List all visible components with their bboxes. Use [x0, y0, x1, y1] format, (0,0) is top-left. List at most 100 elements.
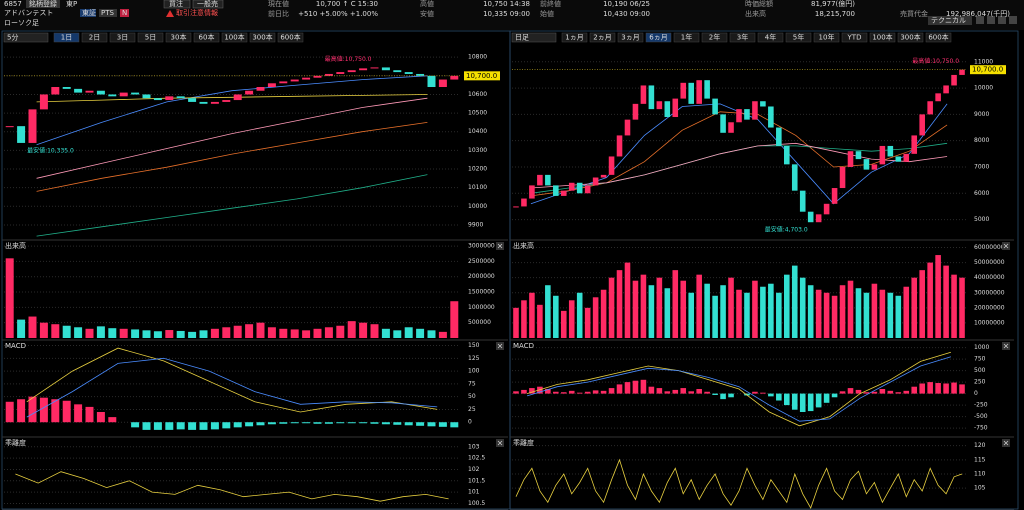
macd-bar [863, 392, 870, 394]
exchange-tab[interactable] [120, 9, 129, 17]
macd-bar [521, 389, 527, 394]
volume-bar [784, 274, 790, 338]
range-tab[interactable] [701, 32, 728, 43]
range-tab-label[interactable]: 6ヵ月 [649, 34, 667, 42]
period[interactable]: 5分 [7, 33, 18, 42]
range-tab-label[interactable]: 3ヵ月 [621, 34, 639, 42]
exchange-tab[interactable] [80, 9, 96, 17]
range-tab-label[interactable]: 100本 [872, 33, 892, 42]
range-tab-label[interactable]: 60本 [199, 33, 215, 42]
range-tab[interactable] [897, 32, 924, 43]
range-tab-label[interactable]: 30本 [171, 33, 187, 42]
macd-bar [600, 390, 607, 394]
range-tab-label[interactable]: 3年 [737, 33, 748, 42]
range-tab-label[interactable]: 100本 [224, 33, 244, 42]
close-icon[interactable] [497, 440, 503, 446]
range-tab-label[interactable]: 300本 [900, 33, 920, 42]
range-tab[interactable] [673, 32, 700, 43]
range-tab[interactable] [193, 32, 220, 43]
range-tab[interactable] [785, 32, 812, 43]
range-tab-label[interactable]: 600本 [928, 33, 948, 42]
icon[interactable] [976, 16, 984, 24]
range-tab-label[interactable]: 10年 [819, 33, 835, 42]
volume-bar [696, 274, 702, 338]
range-tab[interactable] [249, 32, 276, 43]
buy[interactable]: 買注 [169, 0, 183, 8]
close-icon[interactable] [497, 343, 503, 349]
range-tab[interactable] [729, 32, 756, 43]
register[interactable]: 銘柄登録 [29, 0, 57, 8]
candle [951, 74, 957, 86]
period-select[interactable] [511, 32, 557, 43]
close-icon[interactable] [1003, 343, 1009, 349]
range-tab[interactable] [925, 32, 952, 43]
volume-bar [871, 283, 878, 338]
candle [370, 67, 379, 69]
range-tab[interactable] [561, 32, 588, 43]
range-tab[interactable] [617, 32, 644, 43]
range-tab[interactable] [221, 32, 248, 43]
range-tab[interactable] [869, 32, 896, 43]
range-tab-label[interactable]: 2日 [89, 34, 100, 42]
range-tab-label[interactable]: 2ヵ月 [593, 34, 611, 42]
close-icon[interactable] [497, 243, 503, 249]
candle [267, 83, 276, 88]
buy-button[interactable] [163, 0, 191, 9]
volume-bar [608, 277, 615, 338]
icon[interactable] [998, 16, 1006, 24]
icon[interactable] [987, 16, 995, 24]
range-tab-label[interactable]: 600本 [280, 33, 300, 42]
technical[interactable]: テクニカル [931, 17, 966, 25]
range-tab[interactable] [109, 32, 136, 43]
candle [895, 156, 902, 162]
range-tab-label[interactable]: 2年 [709, 33, 720, 42]
macd-bar [847, 388, 854, 394]
range-tab[interactable] [813, 32, 840, 43]
range-tab-label[interactable]: 1ヵ月 [565, 34, 583, 42]
range-tab-label[interactable]: 3日 [117, 34, 128, 42]
range-tab[interactable] [165, 32, 192, 43]
range-tab-label[interactable]: 300本 [252, 33, 272, 42]
exchange[interactable]: PTS [101, 9, 114, 17]
period[interactable]: 日足 [515, 34, 529, 42]
range-tab[interactable] [589, 32, 616, 43]
exchange[interactable]: 東証 [82, 8, 96, 17]
range-tab-label[interactable]: 1年 [681, 33, 692, 42]
exchange[interactable]: N [122, 9, 127, 17]
candle [5, 126, 14, 128]
close-icon[interactable] [1003, 440, 1009, 446]
period-select[interactable] [3, 32, 49, 43]
close-icon[interactable] [1003, 243, 1009, 249]
range-tab[interactable] [645, 32, 672, 43]
candle [302, 77, 311, 80]
macd-bar [302, 422, 311, 424]
chart-kind[interactable]: ローソク足 [4, 19, 39, 27]
range-tab-label[interactable]: 1日 [61, 34, 72, 42]
range-tab[interactable] [841, 32, 868, 43]
range-tab-label[interactable]: 4年 [765, 33, 776, 42]
indicator-line [36, 97, 428, 179]
range-tab[interactable] [81, 32, 108, 43]
volume-bar [245, 324, 254, 338]
macd-bar [416, 422, 425, 426]
toolbar-icons [976, 16, 1017, 24]
icon[interactable] [1009, 16, 1017, 24]
range-tab-label[interactable]: 5日 [145, 34, 156, 42]
quote-value: 10,700 ↑ C 15:30 [316, 0, 378, 8]
range-tab-label[interactable]: 5年 [793, 33, 804, 42]
range-tab-label[interactable]: YTD [847, 34, 862, 42]
range-tab[interactable] [53, 32, 80, 43]
sell[interactable]: 一般売 [197, 0, 218, 8]
sell-button[interactable] [192, 0, 224, 9]
technical-button[interactable] [928, 16, 972, 25]
range-tab[interactable] [277, 32, 304, 43]
range-tab[interactable] [757, 32, 784, 43]
volume-bar [640, 274, 647, 338]
candle [529, 185, 535, 199]
volume-bar [584, 307, 591, 338]
range-tab[interactable] [137, 32, 164, 43]
candle [450, 75, 459, 80]
exchange-tab[interactable] [99, 9, 117, 17]
notice[interactable]: 取引注意情報 [176, 8, 218, 17]
register-button[interactable] [26, 0, 60, 8]
